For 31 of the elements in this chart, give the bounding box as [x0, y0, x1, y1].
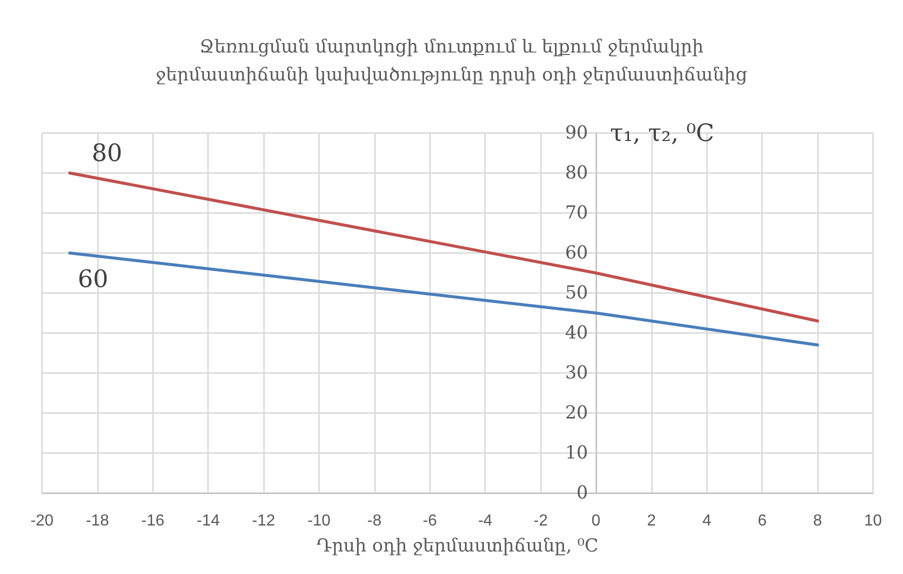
- data-label: 60: [78, 265, 108, 293]
- x-tick-label: 8: [813, 512, 822, 530]
- data-label: 80: [92, 139, 122, 167]
- y-tick-label: 10: [565, 442, 588, 464]
- y-tick-label: 50: [565, 282, 588, 304]
- y-axis-title: τ₁, τ₂, ⁰C: [610, 119, 714, 147]
- chart-title: Ջեռուցման մարտկոցի մուտքում և ելքում ջերմակրի ջերմաստիճանի կախվածությունը դրսի օդի ջերմաստիճանից: [156, 36, 748, 86]
- y-tick-label: 40: [565, 322, 588, 344]
- x-tick-label: -12: [252, 512, 276, 530]
- x-tick-label: -10: [307, 512, 331, 530]
- x-tick-label: -14: [196, 512, 220, 530]
- x-tick-label: 4: [702, 512, 712, 530]
- x-tick-label: -8: [367, 512, 382, 530]
- y-tick-label: 20: [565, 402, 588, 424]
- x-axis-title: Դրսի օդի ջերմաստիճանը, ⁰C: [316, 536, 598, 556]
- y-tick-label: 30: [565, 362, 588, 384]
- x-tick-label: -4: [478, 512, 492, 530]
- x-tick-label: -6: [422, 512, 438, 530]
- y-tick-label: 90: [565, 122, 588, 144]
- x-tick-label: 2: [646, 512, 656, 530]
- y-tick-label: 70: [565, 202, 588, 224]
- x-tick-label: 10: [864, 512, 882, 530]
- y-tick-label: 0: [576, 482, 588, 504]
- x-tick-label: -16: [141, 512, 164, 530]
- y-tick-label: 80: [565, 162, 588, 184]
- x-tick-label: -20: [30, 512, 54, 530]
- x-tick-label: -18: [86, 512, 110, 530]
- y-tick-label: 60: [565, 242, 588, 264]
- x-tick-label: -2: [533, 512, 548, 530]
- x-tick-label: 6: [758, 512, 767, 530]
- x-tick-label: 0: [592, 512, 601, 530]
